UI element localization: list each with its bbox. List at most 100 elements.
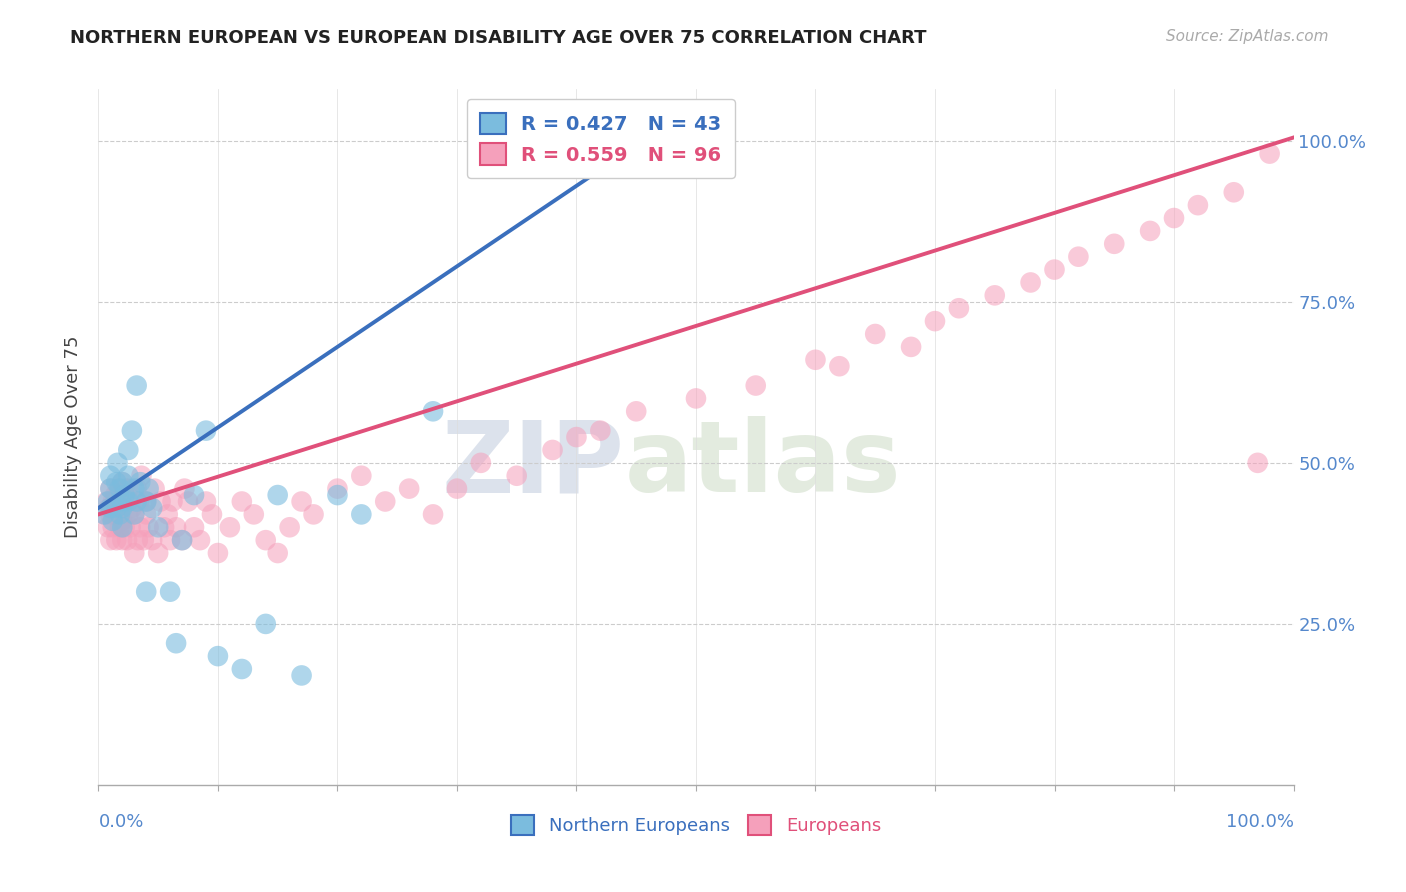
Point — [924, 314, 946, 328]
Point — [105, 533, 128, 548]
Point — [948, 301, 970, 316]
Point — [1223, 186, 1246, 200]
Point — [114, 520, 136, 534]
Point — [117, 468, 139, 483]
Point — [138, 520, 160, 534]
Point — [135, 494, 157, 508]
Point — [107, 456, 129, 470]
Point — [98, 482, 122, 496]
Point — [124, 508, 146, 522]
Point — [172, 533, 194, 548]
Point — [267, 546, 290, 560]
Point — [374, 494, 396, 508]
Point — [159, 533, 181, 548]
Point — [350, 468, 373, 483]
Point — [138, 482, 160, 496]
Text: atlas: atlas — [624, 417, 901, 514]
Point — [422, 404, 444, 418]
Point — [110, 494, 132, 508]
Point — [114, 482, 136, 496]
Point — [104, 488, 127, 502]
Point — [804, 352, 827, 367]
Point — [120, 520, 142, 534]
Point — [326, 482, 349, 496]
Point — [156, 508, 179, 522]
Point — [207, 649, 229, 664]
Point — [201, 508, 224, 522]
Point — [105, 500, 128, 515]
Point — [745, 378, 768, 392]
Point — [177, 494, 200, 508]
Point — [103, 508, 125, 522]
Point — [111, 514, 134, 528]
Point — [141, 500, 163, 515]
Point — [111, 500, 134, 515]
Point — [105, 475, 128, 490]
Point — [97, 494, 120, 508]
Point — [127, 533, 149, 548]
Point — [117, 482, 139, 496]
Point — [183, 520, 205, 534]
Point — [254, 616, 277, 631]
Y-axis label: Disability Age Over 75: Disability Age Over 75 — [63, 335, 82, 539]
Point — [101, 494, 124, 508]
Point — [172, 533, 194, 548]
Point — [162, 494, 184, 508]
Point — [128, 494, 150, 508]
Point — [326, 488, 349, 502]
Text: Source: ZipAtlas.com: Source: ZipAtlas.com — [1166, 29, 1329, 45]
Point — [446, 482, 468, 496]
Point — [96, 494, 118, 508]
Point — [117, 508, 139, 522]
Point — [108, 482, 131, 496]
Point — [111, 533, 134, 548]
Point — [114, 488, 136, 502]
Point — [291, 668, 314, 682]
Point — [506, 468, 529, 483]
Point — [132, 533, 155, 548]
Point — [422, 508, 444, 522]
Point — [98, 482, 122, 496]
Point — [111, 520, 134, 534]
Point — [865, 326, 887, 341]
Point — [1247, 456, 1270, 470]
Point — [118, 494, 141, 508]
Point — [207, 546, 229, 560]
Point — [107, 500, 129, 515]
Point — [1187, 198, 1209, 212]
Point — [159, 584, 181, 599]
Point — [101, 514, 124, 528]
Point — [125, 494, 148, 508]
Point — [93, 508, 115, 522]
Point — [188, 533, 211, 548]
Point — [231, 494, 253, 508]
Point — [1067, 250, 1090, 264]
Point — [589, 424, 612, 438]
Point — [117, 442, 139, 457]
Point — [110, 500, 132, 515]
Point — [129, 520, 152, 534]
Point — [98, 500, 122, 515]
Point — [1258, 146, 1281, 161]
Point — [291, 494, 314, 508]
Point — [1139, 224, 1161, 238]
Text: NORTHERN EUROPEAN VS EUROPEAN DISABILITY AGE OVER 75 CORRELATION CHART: NORTHERN EUROPEAN VS EUROPEAN DISABILITY… — [70, 29, 927, 47]
Point — [105, 494, 128, 508]
Point — [278, 520, 301, 534]
Point — [195, 424, 218, 438]
Point — [267, 488, 290, 502]
Point — [108, 520, 131, 534]
Point — [565, 430, 588, 444]
Point — [93, 508, 115, 522]
Point — [125, 482, 148, 496]
Text: 0.0%: 0.0% — [98, 813, 143, 830]
Legend: Northern Europeans, Europeans: Northern Europeans, Europeans — [503, 807, 889, 842]
Point — [828, 359, 851, 374]
Point — [1163, 211, 1185, 225]
Point — [165, 520, 187, 534]
Point — [470, 456, 492, 470]
Point — [111, 494, 134, 508]
Point — [900, 340, 922, 354]
Point — [984, 288, 1007, 302]
Point — [98, 500, 121, 515]
